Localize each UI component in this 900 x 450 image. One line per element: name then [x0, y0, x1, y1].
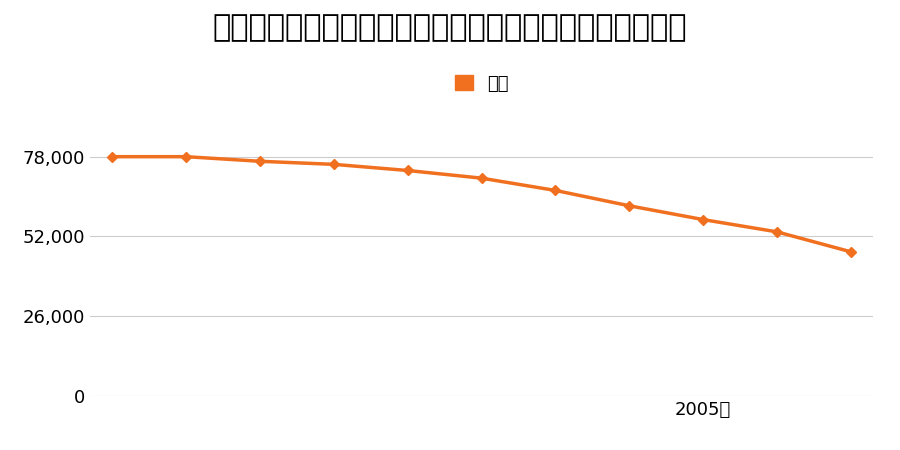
Legend: 価格: 価格 — [447, 68, 516, 100]
Text: 新潟県柏崎市四谷１丁目字四ツ谷１９３１番外の地価推移: 新潟県柏崎市四谷１丁目字四ツ谷１９３１番外の地価推移 — [212, 14, 688, 42]
